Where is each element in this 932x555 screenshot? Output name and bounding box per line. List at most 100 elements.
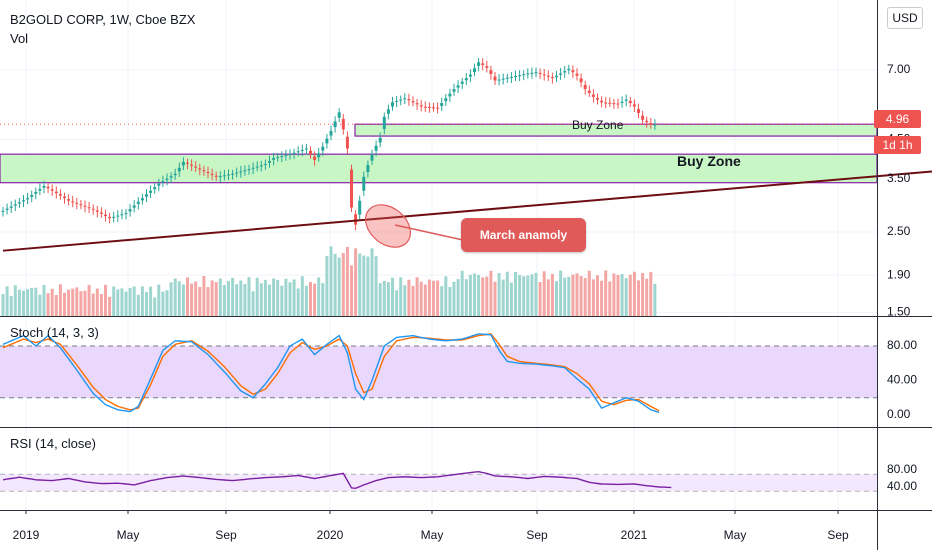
last-price-badge: 4.96 bbox=[874, 110, 921, 128]
volume-bar bbox=[538, 282, 542, 316]
candle-body bbox=[34, 191, 38, 194]
volume-bar bbox=[440, 286, 444, 316]
candle-body bbox=[555, 75, 558, 78]
volume-bar bbox=[620, 273, 624, 316]
volume-bar bbox=[341, 253, 345, 316]
volume-bar bbox=[108, 296, 112, 316]
time-tick-label: Sep bbox=[526, 528, 548, 542]
candle-body bbox=[333, 121, 337, 128]
volume-bar bbox=[632, 271, 636, 316]
candle-body bbox=[526, 73, 530, 75]
volume-bar bbox=[9, 296, 13, 316]
volume-bar bbox=[214, 282, 218, 316]
candle-body bbox=[571, 70, 575, 73]
volume-bar bbox=[386, 282, 390, 316]
candle-body bbox=[579, 78, 583, 83]
volume-bar bbox=[153, 297, 157, 316]
candle-body bbox=[411, 101, 415, 103]
volume-bar bbox=[407, 279, 411, 316]
volume-bar bbox=[112, 286, 116, 316]
volume-bar bbox=[71, 288, 75, 316]
candle-body bbox=[42, 185, 46, 188]
candle-body bbox=[600, 100, 604, 103]
volume-bar bbox=[259, 283, 263, 316]
candle-body bbox=[136, 201, 140, 204]
volume-bar bbox=[321, 283, 325, 316]
volume-bar bbox=[22, 290, 25, 316]
candle-body bbox=[157, 183, 161, 186]
candle-body bbox=[468, 74, 472, 77]
stoch-tick-label: 80.00 bbox=[887, 338, 917, 352]
volume-bar bbox=[272, 278, 276, 316]
time-tick-label: 2021 bbox=[621, 528, 648, 542]
currency-button[interactable]: USD bbox=[887, 7, 923, 29]
candle-body bbox=[239, 171, 243, 173]
candle-body bbox=[46, 186, 50, 189]
volume-bar bbox=[612, 273, 616, 316]
candle-body bbox=[38, 188, 42, 191]
volume-bar bbox=[91, 293, 95, 316]
volume-bar bbox=[329, 246, 333, 316]
volume-bar bbox=[251, 291, 255, 316]
volume-bar bbox=[637, 280, 640, 316]
volume-bar bbox=[87, 284, 91, 316]
volume-bar bbox=[522, 276, 526, 316]
candle-body bbox=[427, 107, 431, 109]
stoch-tick-label: 0.00 bbox=[887, 407, 911, 421]
volume-label: Vol bbox=[10, 31, 29, 46]
volume-bar bbox=[427, 279, 431, 316]
candle-body bbox=[63, 196, 66, 199]
volume-bar bbox=[38, 294, 42, 316]
march-anomaly-ellipse bbox=[365, 204, 411, 248]
volume-bar bbox=[514, 272, 517, 316]
volume-bar bbox=[288, 282, 292, 316]
candle-body bbox=[87, 207, 91, 209]
volume-bar bbox=[473, 273, 476, 316]
candle-body bbox=[177, 167, 181, 172]
volume-bar bbox=[456, 279, 460, 316]
volume-bar bbox=[309, 282, 312, 316]
candle-body bbox=[612, 103, 616, 105]
volume-bar bbox=[575, 273, 579, 316]
volume-bar bbox=[530, 274, 534, 316]
candle-body bbox=[30, 195, 34, 197]
march-anomaly-pointer bbox=[394, 224, 464, 241]
candle-body bbox=[641, 115, 645, 120]
candle-body bbox=[632, 104, 636, 107]
volume-bar bbox=[13, 285, 17, 316]
volume-bar bbox=[128, 287, 132, 316]
candle-body bbox=[108, 216, 112, 219]
candle-body bbox=[550, 77, 554, 79]
candle-body bbox=[284, 155, 288, 157]
volume-bar bbox=[362, 255, 366, 316]
candle-body bbox=[272, 158, 276, 160]
volume-bar bbox=[263, 279, 267, 316]
candle-body bbox=[104, 214, 107, 217]
volume-bar bbox=[485, 276, 489, 316]
volume-bar bbox=[227, 280, 230, 316]
candle-body bbox=[477, 62, 481, 66]
volume-bar bbox=[423, 284, 427, 316]
price-tick-label: 2.50 bbox=[887, 224, 911, 238]
volume-bar bbox=[186, 277, 189, 316]
volume-bar bbox=[509, 282, 513, 316]
candle-body bbox=[518, 75, 522, 77]
volume-bar bbox=[419, 281, 423, 316]
candle-body bbox=[460, 81, 464, 84]
volume-bar bbox=[628, 274, 632, 316]
volume-bar bbox=[477, 274, 481, 316]
volume-bar bbox=[591, 279, 595, 316]
volume-bar bbox=[140, 286, 144, 316]
candle-body bbox=[194, 166, 198, 168]
candle-body bbox=[399, 99, 403, 101]
volume-bar bbox=[370, 248, 374, 316]
candle-body bbox=[591, 94, 595, 97]
candle-body bbox=[624, 99, 628, 101]
candle-body bbox=[559, 73, 563, 75]
candle-body bbox=[645, 120, 649, 123]
volume-bar bbox=[99, 294, 103, 316]
candle-body bbox=[17, 202, 21, 204]
candle-body bbox=[120, 214, 124, 216]
